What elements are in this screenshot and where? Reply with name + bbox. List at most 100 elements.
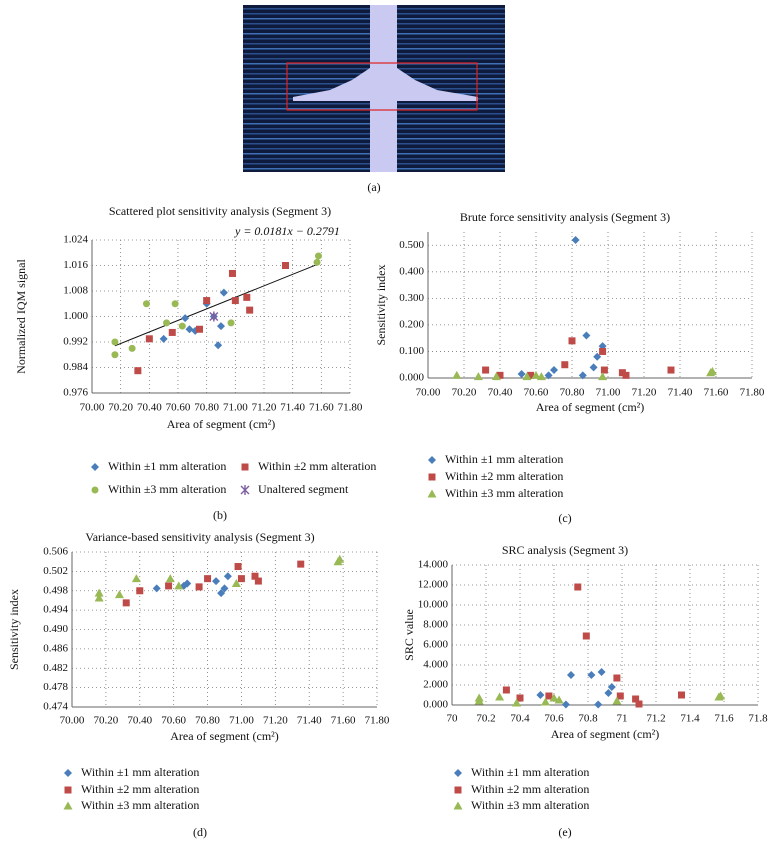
x-tick-label: 70.60 xyxy=(161,715,186,727)
x-tick-label: 71.80 xyxy=(740,387,765,399)
marker xyxy=(91,486,99,494)
y-tick-label: 0.486 xyxy=(43,642,68,654)
marker xyxy=(94,588,104,597)
legend-label: Within ±1 mm alteration xyxy=(81,765,199,779)
marker xyxy=(203,297,211,305)
marker xyxy=(228,269,236,277)
x-axis-label: Area of segment (cm²) xyxy=(170,729,279,743)
x-tick-label: 71.40 xyxy=(297,715,322,727)
marker xyxy=(142,300,150,308)
y-tick-label: 6.000 xyxy=(423,639,448,651)
marker xyxy=(635,700,643,708)
marker xyxy=(495,692,505,701)
marker xyxy=(217,589,226,598)
image-wing xyxy=(293,68,478,101)
marker xyxy=(131,574,141,583)
micrograph xyxy=(243,5,505,172)
panel-label: (d) xyxy=(193,825,207,839)
marker xyxy=(178,322,186,330)
chart-title: SRC analysis (Segment 3) xyxy=(502,543,628,557)
marker xyxy=(678,691,685,699)
marker xyxy=(219,288,228,297)
chart-title: Scattered plot sensitivity analysis (Seg… xyxy=(109,204,331,218)
marker xyxy=(612,696,622,705)
chart: Brute force sensitivity analysis (Segmen… xyxy=(374,210,765,525)
marker xyxy=(91,463,99,471)
marker xyxy=(568,337,576,345)
marker xyxy=(237,575,245,583)
y-tick-label: 0.474 xyxy=(43,701,68,713)
marker xyxy=(335,554,345,563)
x-tick-label: 70.80 xyxy=(195,715,220,727)
marker xyxy=(152,584,161,593)
marker xyxy=(454,786,462,794)
x-tick-label: 71.60 xyxy=(704,387,729,399)
x-tick-label: 70.20 xyxy=(94,715,119,727)
marker xyxy=(613,674,621,682)
y-tick-label: 0.200 xyxy=(399,318,424,330)
marker xyxy=(522,372,532,381)
legend-label: Within ±3 mm alteration xyxy=(108,482,226,496)
x-tick-label: 70.40 xyxy=(488,387,513,399)
legend-label: Within ±3 mm alteration xyxy=(471,798,589,812)
y-axis-label: Sensitivity index xyxy=(7,589,21,670)
marker xyxy=(616,692,624,700)
x-tick-label: 70.20 xyxy=(452,387,477,399)
y-tick-label: 12.000 xyxy=(418,579,449,591)
legend-label: Within ±3 mm alteration xyxy=(445,486,563,500)
panel-label: (a) xyxy=(367,180,380,194)
y-tick-label: 14.000 xyxy=(418,559,449,571)
marker xyxy=(594,700,603,709)
marker xyxy=(165,582,173,590)
y-tick-label: 1.024 xyxy=(63,234,88,246)
marker xyxy=(554,695,564,704)
x-axis-label: Area of segment (cm²) xyxy=(551,727,660,741)
marker xyxy=(452,370,462,379)
marker xyxy=(549,693,559,702)
chart-title: Brute force sensitivity analysis (Segmen… xyxy=(460,210,670,224)
marker xyxy=(512,698,522,707)
marker xyxy=(707,366,717,375)
y-tick-label: 0.498 xyxy=(43,584,68,596)
marker xyxy=(567,671,575,679)
x-tick-label: 71.4 xyxy=(680,713,700,725)
marker xyxy=(111,351,119,359)
y-tick-label: 1.008 xyxy=(63,285,88,297)
marker xyxy=(246,306,254,314)
x-tick-label: 70.20 xyxy=(108,402,133,414)
x-tick-label: 70.40 xyxy=(127,715,152,727)
marker xyxy=(212,577,221,586)
marker xyxy=(134,367,142,375)
marker xyxy=(716,691,726,700)
marker xyxy=(214,341,223,350)
marker xyxy=(282,262,289,269)
marker xyxy=(196,325,203,333)
marker xyxy=(297,560,305,568)
marker xyxy=(183,579,192,588)
y-tick-label: 0.984 xyxy=(63,361,88,373)
marker xyxy=(474,696,484,705)
y-tick-label: 10.000 xyxy=(418,599,449,611)
marker xyxy=(600,366,608,374)
x-tick-label: 70.00 xyxy=(60,715,85,727)
marker xyxy=(136,587,144,595)
y-tick-label: 2.000 xyxy=(423,679,448,691)
marker xyxy=(254,577,262,585)
marker xyxy=(517,370,526,379)
marker xyxy=(587,671,596,679)
x-tick-label: 70.80 xyxy=(194,402,219,414)
marker xyxy=(195,583,203,591)
panel-label: (c) xyxy=(558,511,571,525)
legend-label: Within ±1 mm alteration xyxy=(471,765,589,779)
y-tick-label: 1.000 xyxy=(63,310,88,322)
marker xyxy=(314,252,322,260)
marker xyxy=(453,801,463,810)
chart: SRC analysis (Segment 3) Area of segment … xyxy=(402,543,768,839)
y-tick-label: 0.000 xyxy=(423,699,448,711)
y-tick-label: 0.000 xyxy=(399,372,424,384)
marker xyxy=(427,489,437,498)
marker xyxy=(243,293,251,301)
marker xyxy=(667,366,675,374)
panel-label: (b) xyxy=(213,508,227,522)
marker xyxy=(582,632,590,640)
